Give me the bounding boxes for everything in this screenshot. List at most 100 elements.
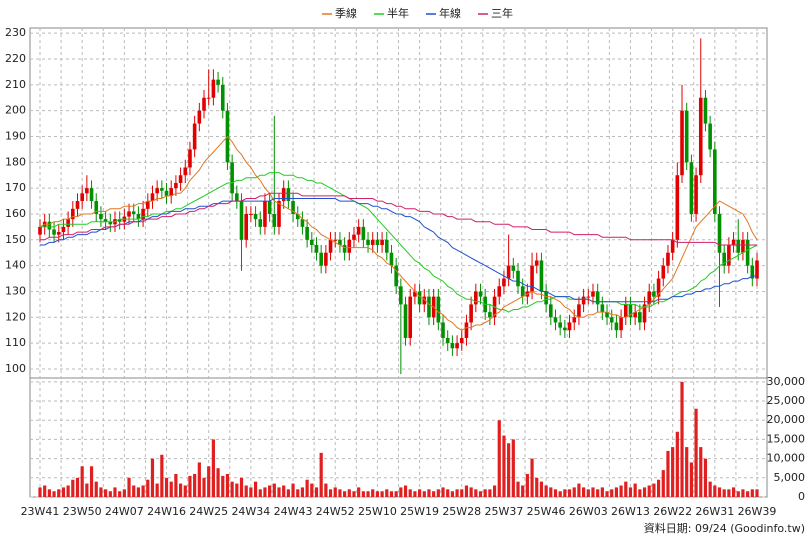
- candle-body: [413, 291, 417, 297]
- candle-body: [567, 322, 572, 331]
- candle-body: [703, 97, 708, 124]
- volume-bar: [713, 485, 717, 497]
- candle-body: [427, 296, 431, 318]
- candle-body: [145, 201, 150, 209]
- volume-bar: [305, 479, 309, 497]
- x-tick-label: 26W39: [738, 505, 777, 518]
- candle-body: [572, 317, 577, 323]
- x-tick-label: 24W52: [316, 505, 355, 518]
- volume-bar: [310, 483, 314, 497]
- volume-bar: [296, 489, 300, 497]
- y-tick-label: 130: [5, 284, 26, 297]
- candle-body: [66, 219, 70, 227]
- volume-bar: [371, 489, 375, 497]
- candle-body: [689, 162, 694, 214]
- candle-body: [361, 226, 366, 240]
- candle-body: [188, 149, 192, 168]
- volume-bar: [544, 485, 548, 497]
- y2-tick-label: 15,000: [767, 432, 806, 445]
- volume-bar: [263, 487, 267, 497]
- candle-body: [342, 244, 347, 253]
- candle-body: [623, 304, 628, 318]
- candle-body: [675, 175, 680, 240]
- candle-body: [235, 193, 239, 202]
- y-tick-label: 140: [5, 259, 26, 272]
- volume-bar: [202, 477, 206, 497]
- volume-bar: [464, 485, 469, 497]
- volume-bar: [291, 483, 295, 497]
- volume-bar: [596, 489, 600, 497]
- volume-bar: [277, 487, 281, 497]
- volume-bar: [375, 491, 380, 497]
- volume-bar: [188, 475, 192, 497]
- candle-body: [581, 296, 586, 305]
- volume-bar: [539, 481, 544, 497]
- y-tick-label: 230: [5, 26, 26, 39]
- candle-body: [478, 291, 483, 297]
- volume-bar: [347, 489, 351, 497]
- candle-body: [417, 291, 422, 305]
- volume-bar: [94, 481, 98, 497]
- volume-bar: [221, 475, 225, 497]
- volume-bar: [549, 487, 553, 497]
- candle-body: [80, 193, 84, 202]
- candle-body: [319, 252, 323, 266]
- candle-body: [628, 304, 633, 318]
- candle-body: [745, 239, 750, 266]
- y-tick-label: 160: [5, 207, 26, 220]
- volume-bar: [314, 487, 319, 497]
- candle-body: [394, 265, 398, 287]
- volume-bar: [553, 489, 558, 497]
- volume-bar: [488, 489, 492, 497]
- candle-body: [558, 322, 562, 328]
- volume-bar: [450, 491, 454, 497]
- volume-bar: [628, 487, 633, 497]
- volume-bar: [605, 491, 609, 497]
- volume-bar: [507, 443, 511, 497]
- volume-bar: [150, 458, 155, 497]
- ma-line: [39, 135, 758, 331]
- volume-bar: [352, 491, 356, 497]
- candle-body: [192, 123, 197, 150]
- candle-body: [71, 208, 75, 220]
- y-tick-label: 220: [5, 52, 26, 65]
- volume-bar: [104, 489, 108, 497]
- volume-bar: [633, 483, 637, 497]
- volume-bar: [750, 489, 754, 497]
- volume-bar: [661, 470, 665, 497]
- candle-body: [642, 304, 647, 323]
- volume-bar: [225, 473, 230, 497]
- candle-body: [647, 291, 652, 305]
- legend-label: 三年: [491, 6, 513, 20]
- candle-body: [75, 201, 80, 209]
- volume-bar: [160, 454, 164, 497]
- volume-bar: [563, 489, 567, 497]
- candle-body: [399, 286, 403, 305]
- volume-bar: [174, 473, 178, 497]
- y2-tick-label: 20,000: [767, 413, 806, 426]
- candle-body: [202, 97, 206, 111]
- volume-bar: [746, 491, 750, 497]
- volume-bar: [338, 489, 342, 497]
- volume-bar: [680, 381, 684, 497]
- candle-body: [577, 304, 581, 318]
- volume-bar: [239, 477, 244, 497]
- candle-body: [450, 343, 455, 349]
- volume-bar: [478, 491, 483, 497]
- candle-body: [164, 190, 169, 196]
- volume-bar: [118, 491, 122, 497]
- candle-body: [99, 213, 103, 220]
- volume-bar: [572, 487, 576, 497]
- candle-body: [520, 286, 525, 297]
- y-tick-label: 120: [5, 310, 26, 323]
- volume-bar: [89, 466, 94, 497]
- volume-bar: [366, 491, 370, 497]
- volume-bar: [155, 483, 159, 497]
- candle-body: [220, 84, 225, 111]
- volume-bar: [300, 487, 305, 497]
- candle-body: [183, 167, 188, 176]
- candle-body: [56, 232, 61, 235]
- y-tick-label: 210: [5, 78, 26, 91]
- volume-bar: [230, 481, 234, 497]
- candle-body: [680, 110, 684, 176]
